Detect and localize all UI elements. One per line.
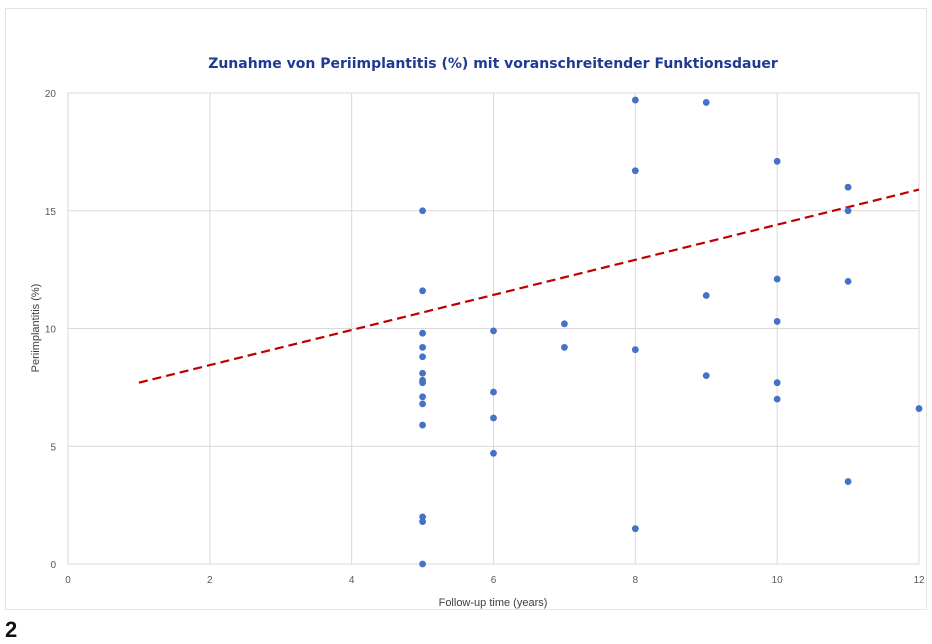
data-point	[561, 343, 568, 351]
data-point	[773, 318, 781, 325]
y-tick-label: 10	[45, 325, 57, 336]
data-point	[419, 518, 426, 526]
x-tick-label: 2	[207, 575, 213, 586]
data-point	[490, 414, 497, 422]
x-tick-label: 12	[913, 575, 925, 586]
data-point	[419, 513, 426, 521]
data-point	[490, 449, 497, 457]
data-point	[844, 278, 852, 285]
data-point	[773, 379, 781, 387]
data-point	[490, 388, 497, 396]
chart-title: Zunahme von Periimplantitis (%) mit vora…	[208, 56, 778, 72]
y-tick-label: 15	[45, 207, 57, 218]
data-point	[915, 405, 923, 412]
data-point	[631, 525, 639, 533]
y-tick-label: 20	[45, 89, 57, 100]
data-point	[419, 353, 426, 361]
x-tick-label: 10	[772, 575, 784, 586]
chart-frame	[5, 8, 927, 610]
data-point	[773, 157, 781, 165]
data-point	[844, 207, 852, 215]
data-point	[419, 560, 426, 568]
x-tick-label: 4	[349, 575, 355, 586]
data-points	[419, 96, 923, 568]
x-tick-labels: 0 2 4 6 8 10 12	[65, 575, 925, 586]
y-axis-label: Periimplantitis (%)	[30, 284, 42, 373]
data-point	[702, 372, 710, 379]
y-tick-label: 0	[50, 560, 56, 571]
data-point	[844, 478, 852, 485]
figure-number: 2	[5, 617, 18, 642]
data-point	[419, 400, 426, 408]
data-point	[631, 346, 639, 354]
x-tick-label: 0	[65, 575, 71, 586]
data-point	[631, 96, 639, 104]
x-tick-label: 8	[633, 575, 639, 586]
y-tick-label: 5	[50, 442, 56, 453]
data-point	[702, 99, 710, 106]
data-point	[419, 207, 426, 215]
data-point	[419, 421, 426, 429]
data-point	[419, 379, 426, 387]
trendline-group	[138, 188, 920, 384]
data-point	[773, 395, 781, 403]
data-point	[419, 287, 426, 295]
data-point	[561, 320, 568, 328]
data-point	[490, 327, 497, 335]
data-point	[419, 369, 426, 377]
data-point	[419, 329, 426, 337]
data-point	[702, 292, 710, 299]
data-point	[419, 343, 426, 351]
y-tick-labels: 0 5 10 15 20	[45, 89, 57, 571]
trendline	[138, 188, 920, 384]
grid-lines	[67, 92, 920, 565]
data-point	[631, 167, 639, 175]
data-point	[773, 275, 781, 283]
x-axis-label: Follow-up time (years)	[439, 597, 548, 609]
data-point	[419, 393, 426, 401]
data-point	[844, 183, 852, 191]
x-tick-label: 6	[491, 575, 497, 586]
